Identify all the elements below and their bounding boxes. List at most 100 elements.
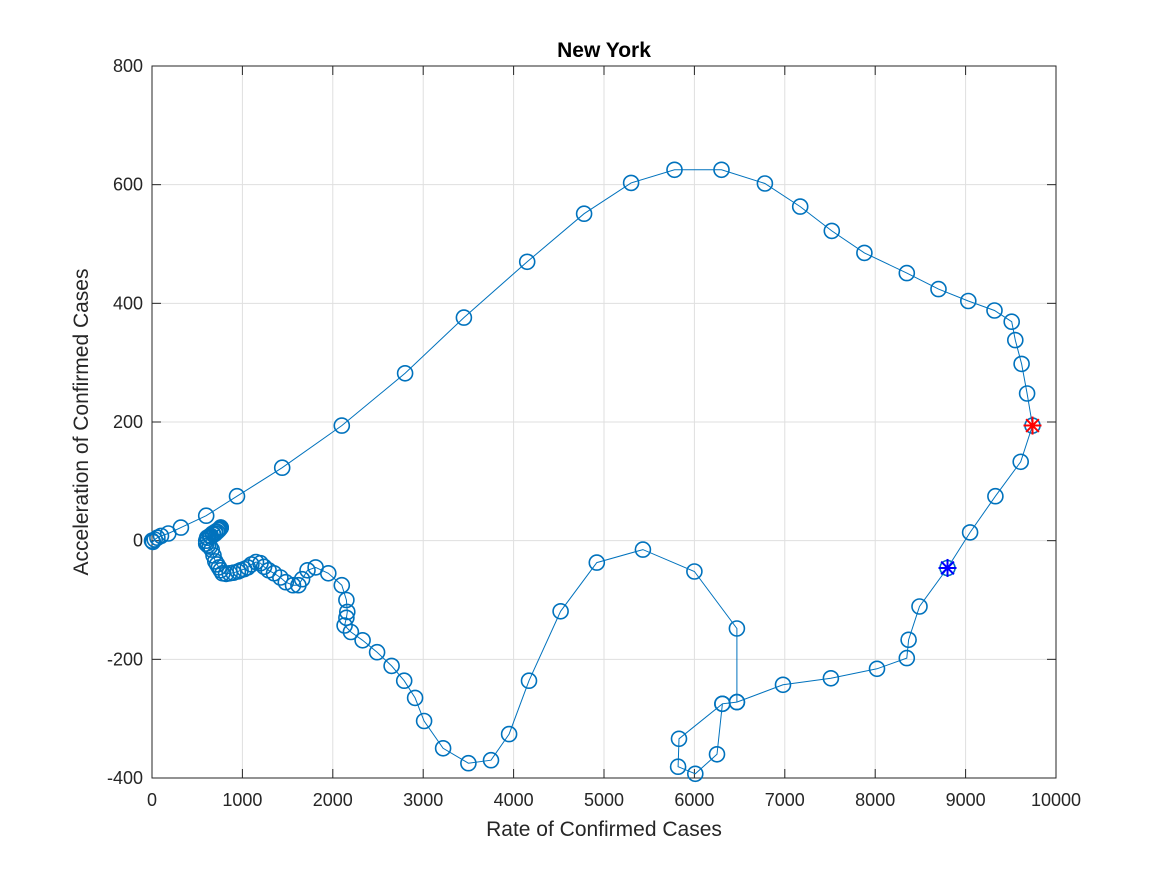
highlight-marker <box>938 558 957 577</box>
data-point <box>255 558 273 576</box>
series-layer <box>143 161 1041 783</box>
data-point <box>333 576 351 594</box>
data-point <box>338 591 355 609</box>
data-point <box>713 161 730 179</box>
chart-title: New York <box>557 39 651 62</box>
x-axis-label: Rate of Confirmed Cases <box>486 818 722 841</box>
data-point <box>406 689 424 707</box>
x-tick-label: 1000 <box>222 790 262 810</box>
y-tick-label: -400 <box>107 768 143 788</box>
data-point <box>368 643 386 661</box>
data-point <box>307 559 324 576</box>
data-point <box>520 672 538 690</box>
data-point <box>338 603 356 621</box>
data-point <box>208 556 226 573</box>
data-point <box>856 244 873 262</box>
data-point <box>204 525 221 542</box>
x-tick-label: 0 <box>147 790 157 810</box>
data-point <box>959 292 977 310</box>
data-point <box>415 712 433 730</box>
data-point <box>823 222 841 240</box>
data-point <box>207 523 224 541</box>
data-point <box>728 620 746 637</box>
x-tick-label: 9000 <box>946 790 986 810</box>
y-tick-label: 400 <box>113 293 143 313</box>
x-tick-label: 5000 <box>584 790 624 810</box>
data-point <box>500 725 518 743</box>
data-point <box>868 660 886 678</box>
data-point <box>987 487 1004 505</box>
data-point <box>898 264 916 282</box>
data-point <box>284 576 302 594</box>
x-tick-label: 10000 <box>1031 790 1081 810</box>
y-tick-label: -200 <box>107 649 143 669</box>
data-point <box>273 459 291 477</box>
data-point <box>1006 331 1024 349</box>
x-tick-label: 7000 <box>765 790 805 810</box>
x-tick-label: 8000 <box>855 790 895 810</box>
data-point <box>686 765 704 783</box>
data-point <box>588 554 606 571</box>
data-point <box>482 751 500 769</box>
data-point <box>911 598 928 615</box>
data-point <box>900 631 917 649</box>
data-point <box>299 561 316 579</box>
highlight-marker <box>1023 416 1042 435</box>
data-point <box>201 527 219 545</box>
x-tick-label: 6000 <box>674 790 714 810</box>
highlight-marker-stroke <box>1025 418 1040 433</box>
data-point <box>1018 385 1036 402</box>
data-point <box>277 573 295 591</box>
y-tick-label: 600 <box>113 175 143 195</box>
axis-ticks <box>151 65 1057 779</box>
data-point <box>791 198 809 215</box>
data-point <box>552 602 569 620</box>
data-point <box>172 519 190 536</box>
data-point <box>434 739 452 757</box>
data-point <box>1013 355 1030 373</box>
x-tick-labels: 0 1000 2000 3000 4000 5000 6000 7000 8000 9000 100… <box>147 790 1081 810</box>
data-point <box>395 672 413 690</box>
data-point <box>336 617 353 634</box>
data-point <box>756 175 774 192</box>
y-tick-label: 800 <box>113 56 143 76</box>
data-point <box>152 527 170 545</box>
data-point <box>822 669 840 687</box>
data-point <box>686 563 703 580</box>
data-point <box>1012 453 1030 471</box>
x-tick-label: 4000 <box>494 790 534 810</box>
data-point <box>666 161 683 179</box>
data-point <box>396 364 414 382</box>
data-point <box>354 631 371 649</box>
data-point <box>961 524 979 541</box>
data-point <box>338 609 355 627</box>
data-point <box>198 529 216 547</box>
data-point <box>728 693 746 711</box>
data-point <box>708 745 726 763</box>
y-tick-labels: -400 -200 0 200 400 600 800 <box>107 56 143 788</box>
x-tick-label: 2000 <box>313 790 353 810</box>
y-tick-label: 0 <box>133 531 143 551</box>
data-point <box>383 657 400 675</box>
data-point <box>518 253 536 271</box>
data-point <box>898 649 916 667</box>
data-point <box>670 730 688 748</box>
data-point <box>622 174 640 192</box>
data-point <box>455 309 473 326</box>
data-point <box>986 302 1003 319</box>
data-point <box>669 758 687 776</box>
data-point <box>228 487 246 505</box>
data-point <box>333 417 351 434</box>
data-point <box>197 507 215 525</box>
data-point <box>930 280 947 298</box>
y-tick-label: 200 <box>113 412 143 432</box>
data-point <box>774 676 792 694</box>
y-axis-label: Acceleration of Confirmed Cases <box>70 269 93 576</box>
highlight-markers <box>938 416 1042 577</box>
data-point <box>460 754 477 772</box>
x-tick-label: 3000 <box>403 790 443 810</box>
highlight-marker-stroke <box>940 560 955 576</box>
data-point <box>290 576 307 594</box>
